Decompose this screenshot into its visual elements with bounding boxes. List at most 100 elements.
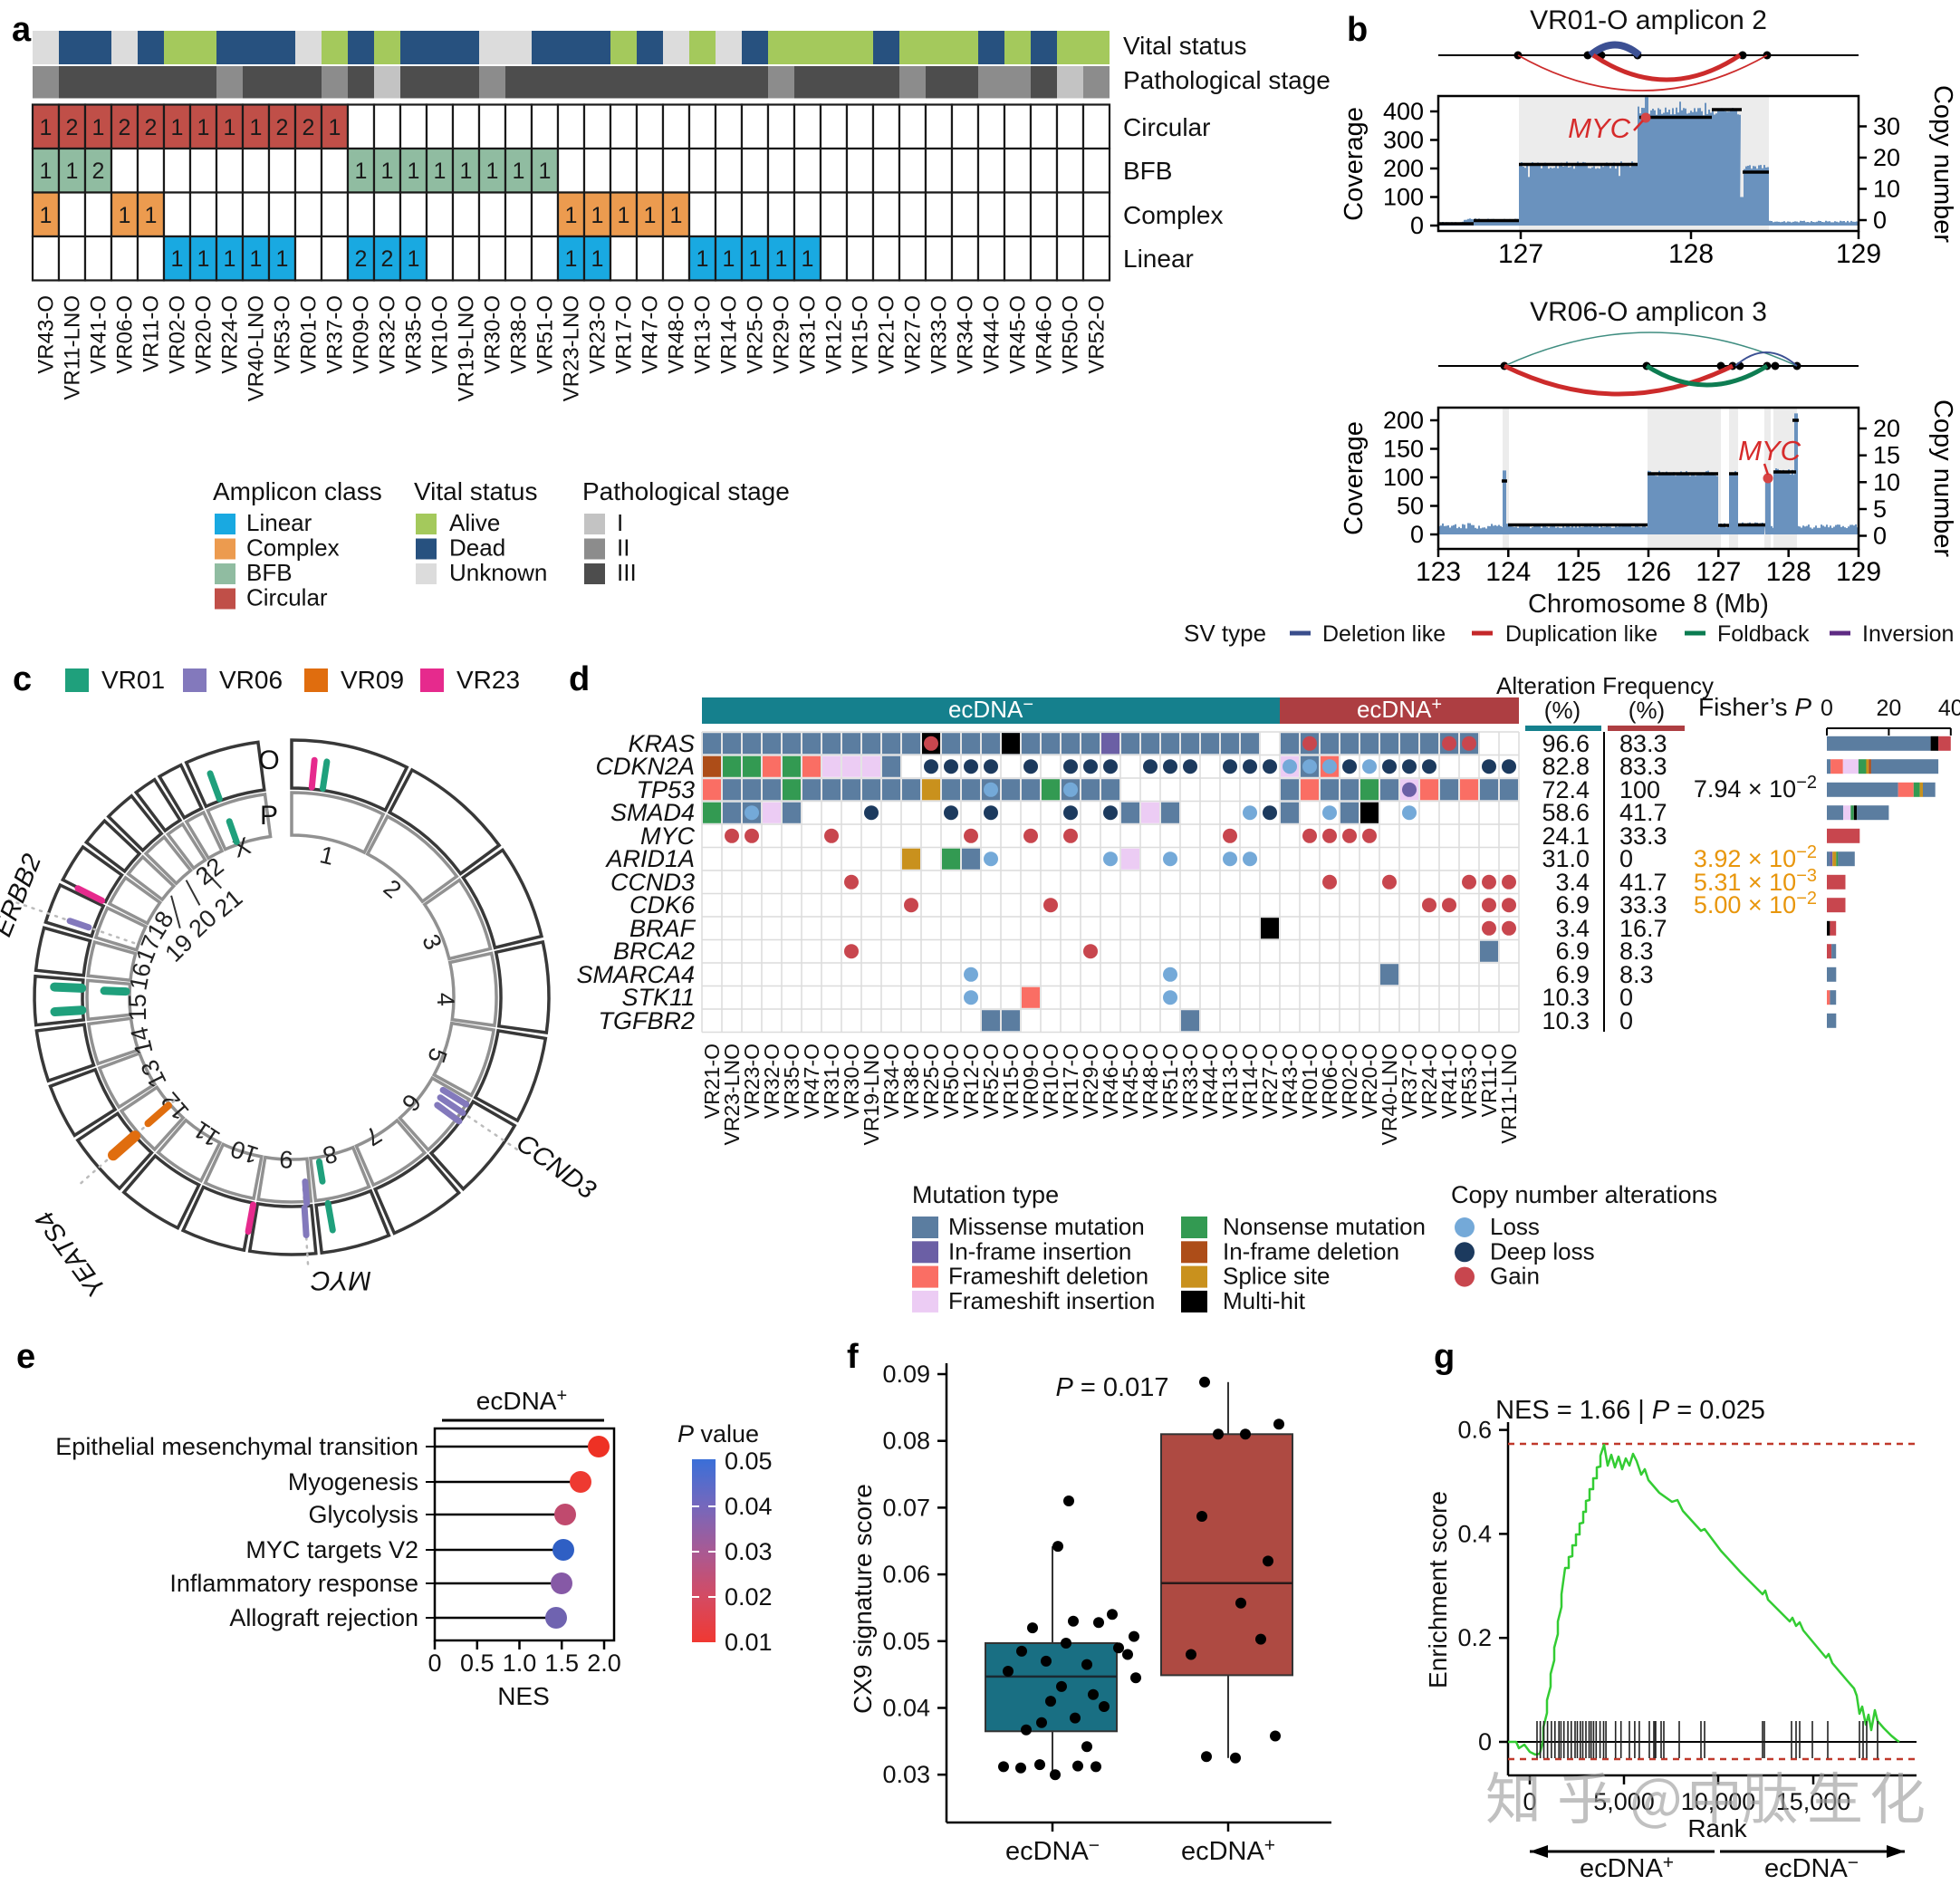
svg-text:Complex: Complex xyxy=(246,534,340,562)
svg-text:CDKN2A: CDKN2A xyxy=(595,753,695,780)
svg-text:0: 0 xyxy=(1478,1728,1492,1755)
svg-text:Unknown: Unknown xyxy=(449,559,547,586)
svg-text:VR20-O: VR20-O xyxy=(1358,1043,1381,1119)
svg-text:In-frame deletion: In-frame deletion xyxy=(1223,1237,1399,1265)
svg-text:VR45-O: VR45-O xyxy=(1119,1043,1142,1119)
svg-text:VR43-O: VR43-O xyxy=(1278,1043,1302,1119)
svg-text:2: 2 xyxy=(66,115,79,140)
svg-text:Copy number: Copy number xyxy=(1928,85,1957,243)
svg-text:100: 100 xyxy=(1383,184,1424,211)
svg-text:1: 1 xyxy=(145,203,158,228)
svg-text:4: 4 xyxy=(432,992,460,1006)
svg-text:VR21-O: VR21-O xyxy=(700,1043,724,1119)
svg-text:2: 2 xyxy=(303,115,315,140)
svg-text:0.07: 0.07 xyxy=(882,1494,930,1521)
svg-text:0.09: 0.09 xyxy=(882,1361,930,1388)
svg-text:1: 1 xyxy=(565,246,578,272)
svg-text:1: 1 xyxy=(329,115,341,140)
svg-text:VR40-LNO: VR40-LNO xyxy=(1378,1043,1401,1145)
svg-text:VR02-O: VR02-O xyxy=(1338,1043,1361,1119)
svg-text:1.5: 1.5 xyxy=(544,1649,579,1677)
svg-text:1: 1 xyxy=(802,246,814,272)
svg-text:200: 200 xyxy=(1383,155,1424,182)
svg-text:VR14-O: VR14-O xyxy=(1238,1043,1262,1119)
svg-text:Mutation type: Mutation type xyxy=(912,1181,1059,1208)
svg-text:III: III xyxy=(617,559,637,586)
svg-text:VR30-O: VR30-O xyxy=(840,1043,863,1119)
svg-text:TGFBR2: TGFBR2 xyxy=(598,1007,695,1034)
svg-text:Glycolysis: Glycolysis xyxy=(308,1501,418,1528)
svg-text:1: 1 xyxy=(40,159,53,184)
svg-text:TP53: TP53 xyxy=(636,776,695,803)
svg-text:Loss: Loss xyxy=(1490,1213,1540,1240)
svg-text:VR50-O: VR50-O xyxy=(939,1043,963,1119)
svg-text:VR11-O: VR11-O xyxy=(139,295,164,372)
svg-text:VR09: VR09 xyxy=(341,666,404,694)
svg-text:SMAD4: SMAD4 xyxy=(610,799,695,826)
svg-text:VR43-O: VR43-O xyxy=(34,295,59,374)
svg-text:125: 125 xyxy=(1556,557,1601,587)
svg-text:5: 5 xyxy=(1873,495,1887,523)
svg-text:Gain: Gain xyxy=(1490,1263,1540,1290)
svg-text:400: 400 xyxy=(1383,98,1424,125)
svg-text:VR47-O: VR47-O xyxy=(639,295,663,374)
svg-text:Frameshift insertion: Frameshift insertion xyxy=(948,1287,1155,1314)
svg-text:0: 0 xyxy=(1619,845,1633,872)
svg-text:100: 100 xyxy=(1619,776,1660,803)
svg-text:124: 124 xyxy=(1485,557,1531,587)
svg-text:VR06: VR06 xyxy=(219,666,283,694)
svg-text:VR34-O: VR34-O xyxy=(879,1043,903,1119)
svg-text:VR44-O: VR44-O xyxy=(980,295,1004,374)
svg-text:Copy number: Copy number xyxy=(1928,399,1957,557)
svg-text:VR30-O: VR30-O xyxy=(481,295,505,374)
svg-text:VR09-O: VR09-O xyxy=(350,295,374,374)
svg-text:VR11-O: VR11-O xyxy=(1477,1043,1501,1117)
svg-text:VR29-O: VR29-O xyxy=(1079,1043,1102,1119)
svg-text:0.04: 0.04 xyxy=(725,1493,773,1520)
svg-text:SV type: SV type xyxy=(1184,620,1266,647)
svg-text:Pathological stage: Pathological stage xyxy=(582,477,790,505)
svg-text:MYC: MYC xyxy=(640,822,696,850)
svg-text:BFB: BFB xyxy=(246,559,293,586)
svg-text:96.6: 96.6 xyxy=(1542,730,1590,757)
svg-text:1: 1 xyxy=(224,115,236,140)
svg-text:In-frame insertion: In-frame insertion xyxy=(948,1237,1131,1265)
svg-text:Vital status: Vital status xyxy=(1123,32,1246,60)
svg-text:VR13-O: VR13-O xyxy=(1218,1043,1242,1119)
svg-text:VR44-O: VR44-O xyxy=(1198,1043,1222,1119)
svg-text:Copy number alterations: Copy number alterations xyxy=(1451,1181,1717,1208)
svg-text:1: 1 xyxy=(197,115,210,140)
svg-text:1: 1 xyxy=(408,159,420,184)
svg-text:VR10-O: VR10-O xyxy=(428,295,453,374)
svg-text:ecDNA−: ecDNA− xyxy=(1005,1835,1100,1866)
svg-text:2: 2 xyxy=(355,246,368,272)
svg-text:2: 2 xyxy=(145,115,158,140)
svg-text:1: 1 xyxy=(670,203,683,228)
svg-text:g: g xyxy=(1434,1338,1455,1376)
svg-text:VR25-O: VR25-O xyxy=(744,295,768,374)
svg-text:a: a xyxy=(12,11,32,49)
svg-text:ecDNA−: ecDNA− xyxy=(948,695,1033,723)
svg-text:c: c xyxy=(13,660,32,698)
svg-text:VR01-O: VR01-O xyxy=(297,295,322,374)
svg-text:1: 1 xyxy=(66,159,79,184)
svg-text:BRCA2: BRCA2 xyxy=(613,938,695,965)
svg-text:VR53-O: VR53-O xyxy=(271,295,295,374)
svg-text:Missense mutation: Missense mutation xyxy=(948,1213,1145,1240)
svg-text:Linear: Linear xyxy=(1123,245,1194,273)
svg-text:Frameshift deletion: Frameshift deletion xyxy=(948,1263,1148,1290)
svg-text:VR35-O: VR35-O xyxy=(402,295,427,374)
svg-text:VR37-O: VR37-O xyxy=(323,295,348,374)
svg-text:Foldback: Foldback xyxy=(1717,621,1810,647)
svg-text:VR31-O: VR31-O xyxy=(820,1043,843,1119)
svg-text:128: 128 xyxy=(1766,557,1811,587)
svg-text:31.0: 31.0 xyxy=(1542,845,1590,872)
svg-text:b: b xyxy=(1347,11,1368,49)
svg-text:VR52-O: VR52-O xyxy=(1085,295,1110,374)
svg-text:1: 1 xyxy=(513,159,525,184)
svg-text:VR23-O: VR23-O xyxy=(586,295,610,374)
svg-text:1: 1 xyxy=(119,203,131,228)
svg-text:1: 1 xyxy=(723,246,735,272)
svg-text:3.4: 3.4 xyxy=(1555,869,1590,896)
svg-text:Circular: Circular xyxy=(246,584,328,611)
